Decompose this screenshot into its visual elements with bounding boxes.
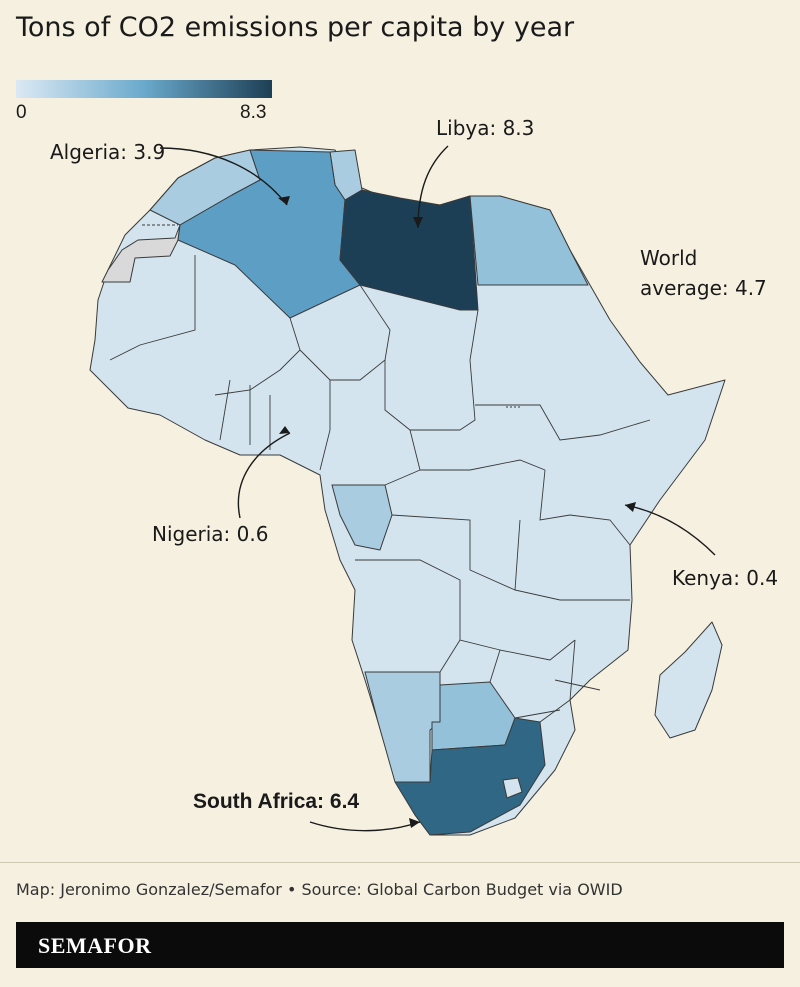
libya-label: Libya: 8.3 xyxy=(436,116,535,140)
algeria-label: Algeria: 3.9 xyxy=(50,140,166,164)
lesotho xyxy=(502,777,523,799)
nigeria-arrow xyxy=(237,432,291,519)
egypt xyxy=(469,195,589,286)
annotation-arrows xyxy=(159,145,716,832)
world-average-label-line2: average: 4.7 xyxy=(640,276,767,300)
color-scale-legend xyxy=(16,80,272,98)
south-africa-label: South Africa: 6.4 xyxy=(193,790,360,813)
namibia xyxy=(364,671,441,783)
libya-arrow xyxy=(417,145,449,229)
south-africa xyxy=(394,717,546,836)
source-credit: Map: Jeronimo Gonzalez/Semafor • Source:… xyxy=(16,880,623,899)
algeria-arrow xyxy=(159,147,288,206)
brand-logo: SEMAFOR xyxy=(38,933,152,958)
libya xyxy=(339,189,479,311)
south-africa-arrow xyxy=(309,821,421,832)
footer-divider xyxy=(0,862,800,863)
western-sahara xyxy=(101,224,181,283)
legend-min-label: 0 xyxy=(16,102,27,123)
country-borders xyxy=(109,255,651,723)
kenya-label: Kenya: 0.4 xyxy=(672,566,779,590)
madagascar xyxy=(654,621,723,739)
brand-bar: SEMAFOR xyxy=(16,922,784,968)
chart-title: Tons of CO2 emissions per capita by year xyxy=(16,12,575,43)
arrow-heads xyxy=(278,196,636,828)
world-average-label-line1: World xyxy=(640,246,698,270)
africa-map xyxy=(89,145,726,836)
legend-max-label: 8.3 xyxy=(240,102,267,123)
kenya-arrow xyxy=(624,504,716,556)
nigeria-label: Nigeria: 0.6 xyxy=(152,522,269,546)
